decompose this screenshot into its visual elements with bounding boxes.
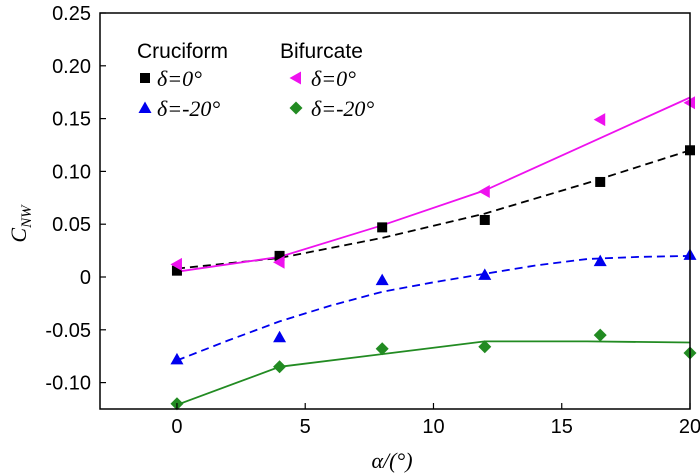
axis-ticks xyxy=(100,12,691,409)
legend-label-cruciform-0: δ=0° xyxy=(157,66,202,91)
x-axis-title: α/(°) xyxy=(371,448,412,473)
legend-header-bifurcate: Bifurcate xyxy=(280,40,363,63)
data-point-series-0 xyxy=(595,176,606,187)
data-point-series-1 xyxy=(170,352,184,365)
legend: Cruciform Bifurcate δ=0° δ=-20° δ=0° δ=-… xyxy=(137,40,374,121)
y-axis-title-sub: NW xyxy=(19,204,35,229)
data-markers xyxy=(170,96,697,411)
data-point-series-2 xyxy=(273,255,285,269)
fit-line-series-2 xyxy=(176,96,691,273)
data-point-series-3 xyxy=(478,340,492,354)
y-tick-label: 0.20 xyxy=(52,56,91,78)
data-point-series-2 xyxy=(170,257,182,271)
legend-marker-2 xyxy=(289,71,301,85)
data-point-series-0 xyxy=(377,222,388,233)
data-point-series-0 xyxy=(274,250,285,261)
fit-lines xyxy=(176,96,691,406)
data-point-series-1 xyxy=(593,254,607,267)
legend-label-cruciform-20: δ=-20° xyxy=(157,96,220,121)
legend-marker-0 xyxy=(140,73,150,83)
y-tick-label: 0.10 xyxy=(52,161,91,183)
data-point-series-1 xyxy=(478,268,492,280)
data-point-series-2 xyxy=(478,184,490,198)
tick-labels: 0 5 10 15 20 -0.10 -0.05 0 0.05 0.10 0.15 0.20 0.25 xyxy=(45,3,700,438)
legend-header-cruciform: Cruciform xyxy=(137,40,228,63)
data-point-series-3 xyxy=(375,342,389,356)
y-tick-label: 0.15 xyxy=(52,109,91,131)
y-tick-label: 0 xyxy=(80,267,91,289)
fit-line-series-3 xyxy=(176,340,691,406)
x-tick-label: 10 xyxy=(422,416,444,438)
data-point-series-3 xyxy=(273,360,287,374)
legend-label-bifurcate-20: δ=-20° xyxy=(311,96,374,121)
legend-label-bifurcate-0: δ=0° xyxy=(311,66,356,91)
x-tick-label: 5 xyxy=(300,416,311,438)
x-tick-label: 20 xyxy=(679,416,700,438)
plot-frame xyxy=(99,12,691,410)
fit-line-series-0 xyxy=(176,149,691,270)
x-tick-label: 15 xyxy=(551,416,573,438)
data-point-series-3 xyxy=(593,328,607,342)
data-point-series-0 xyxy=(171,265,182,276)
y-axis-title-main: C xyxy=(6,228,31,243)
y-axis-title: CNW xyxy=(6,204,35,243)
data-point-series-2 xyxy=(593,113,606,127)
data-point-series-1 xyxy=(273,330,287,343)
y-tick-label: 0.25 xyxy=(52,3,91,25)
y-tick-label: 0.05 xyxy=(52,214,91,236)
x-tick-label: 0 xyxy=(171,416,182,438)
data-point-series-0 xyxy=(479,214,490,225)
data-point-series-1 xyxy=(375,273,389,286)
legend-marker-1 xyxy=(138,101,152,113)
y-tick-label: -0.10 xyxy=(45,373,91,395)
y-tick-label: -0.05 xyxy=(45,320,91,342)
legend-marker-3 xyxy=(289,101,303,115)
legend-markers xyxy=(138,71,303,115)
fit-line-series-1 xyxy=(176,255,691,362)
